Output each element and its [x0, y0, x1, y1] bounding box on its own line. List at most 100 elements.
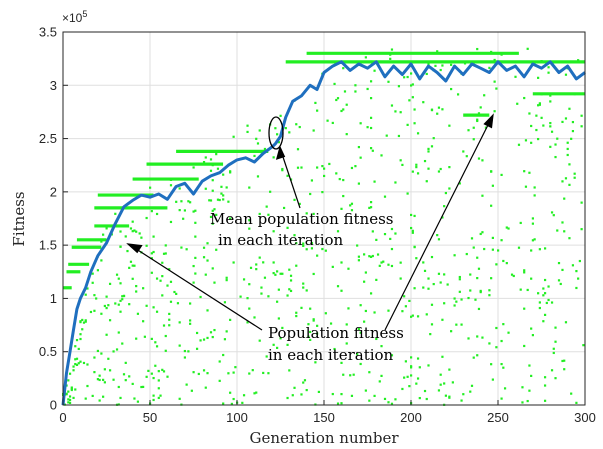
population-point: [93, 371, 96, 374]
population-point: [387, 263, 390, 266]
population-point: [227, 372, 230, 375]
population-point: [223, 301, 227, 304]
population-point: [164, 334, 167, 338]
population-point: [410, 315, 413, 318]
population-point: [173, 290, 176, 294]
population-point: [505, 262, 508, 265]
population-point: [117, 277, 120, 280]
population-point: [390, 247, 394, 251]
population-point: [115, 348, 119, 351]
population-point: [129, 227, 133, 230]
population-point: [399, 111, 402, 114]
population-point: [248, 372, 251, 375]
population-point: [305, 289, 308, 292]
population-point: [155, 345, 159, 348]
population-point: [121, 295, 124, 298]
population-fitness-series: [62, 47, 585, 406]
population-point: [543, 313, 547, 316]
population-point: [437, 106, 441, 109]
population-point: [347, 267, 350, 270]
population-point: [309, 307, 312, 310]
population-point: [333, 82, 336, 86]
population-point: [138, 232, 141, 235]
population-point: [441, 355, 444, 358]
population-point: [564, 117, 568, 120]
population-point: [481, 159, 484, 162]
population-point: [559, 282, 562, 286]
population-point: [448, 395, 451, 398]
population-point: [150, 257, 153, 260]
population-point: [469, 390, 472, 393]
population-point: [305, 212, 308, 215]
population-point: [157, 379, 160, 382]
population-point: [169, 220, 173, 224]
population-point: [410, 366, 413, 369]
population-point: [443, 382, 446, 385]
population-point: [152, 235, 155, 238]
population-point: [427, 150, 430, 153]
population-point: [276, 346, 279, 350]
population-point: [229, 171, 232, 174]
population-point: [211, 222, 214, 225]
population-point: [145, 244, 148, 247]
population-point: [580, 114, 583, 117]
population-point: [295, 311, 298, 314]
population-point: [359, 304, 362, 307]
population-point: [309, 330, 312, 334]
population-point: [568, 237, 571, 240]
population-point: [140, 385, 143, 389]
population-point: [168, 318, 171, 321]
population-point: [67, 398, 70, 401]
population-point: [246, 321, 249, 324]
population-point: [568, 183, 571, 186]
population-point: [296, 166, 300, 169]
population-point: [108, 282, 112, 285]
population-point: [500, 53, 503, 56]
population-point: [211, 164, 214, 167]
population-point: [493, 80, 496, 83]
population-point: [477, 267, 481, 270]
population-point: [479, 232, 482, 236]
population-point: [67, 379, 70, 382]
population-point: [530, 327, 533, 330]
population-point: [115, 273, 119, 276]
population-point: [472, 126, 475, 129]
population-point: [157, 387, 160, 390]
population-point: [152, 376, 155, 380]
population-point: [557, 279, 561, 282]
population-point: [288, 131, 291, 134]
population-point: [194, 272, 197, 275]
population-point: [383, 232, 387, 236]
population-point: [523, 269, 526, 272]
population-point: [114, 302, 117, 305]
population-point: [303, 379, 307, 382]
population-point: [437, 389, 441, 392]
population-point: [256, 142, 260, 145]
population-point: [488, 66, 491, 69]
population-point: [272, 261, 275, 264]
population-point: [274, 127, 277, 130]
population-point: [242, 278, 246, 281]
population-point: [462, 150, 465, 153]
population-point: [430, 303, 434, 306]
population-point: [538, 248, 541, 251]
population-point: [277, 317, 280, 320]
population-point: [476, 47, 479, 51]
population-point: [178, 344, 181, 347]
population-point: [312, 319, 315, 322]
population-point: [380, 374, 383, 377]
population-point: [340, 361, 343, 364]
population-point: [229, 318, 232, 321]
population-point: [75, 363, 79, 366]
population-point: [122, 373, 126, 376]
population-point: [166, 375, 169, 378]
population-point: [202, 160, 206, 164]
population-point: [495, 87, 498, 90]
population-point: [227, 200, 230, 203]
population-point: [79, 337, 82, 341]
population-point: [164, 244, 167, 247]
population-point: [164, 349, 167, 352]
population-point: [77, 362, 80, 365]
population-point: [262, 371, 265, 375]
mean-annotation-line-1: Mean population fitness: [210, 210, 394, 228]
